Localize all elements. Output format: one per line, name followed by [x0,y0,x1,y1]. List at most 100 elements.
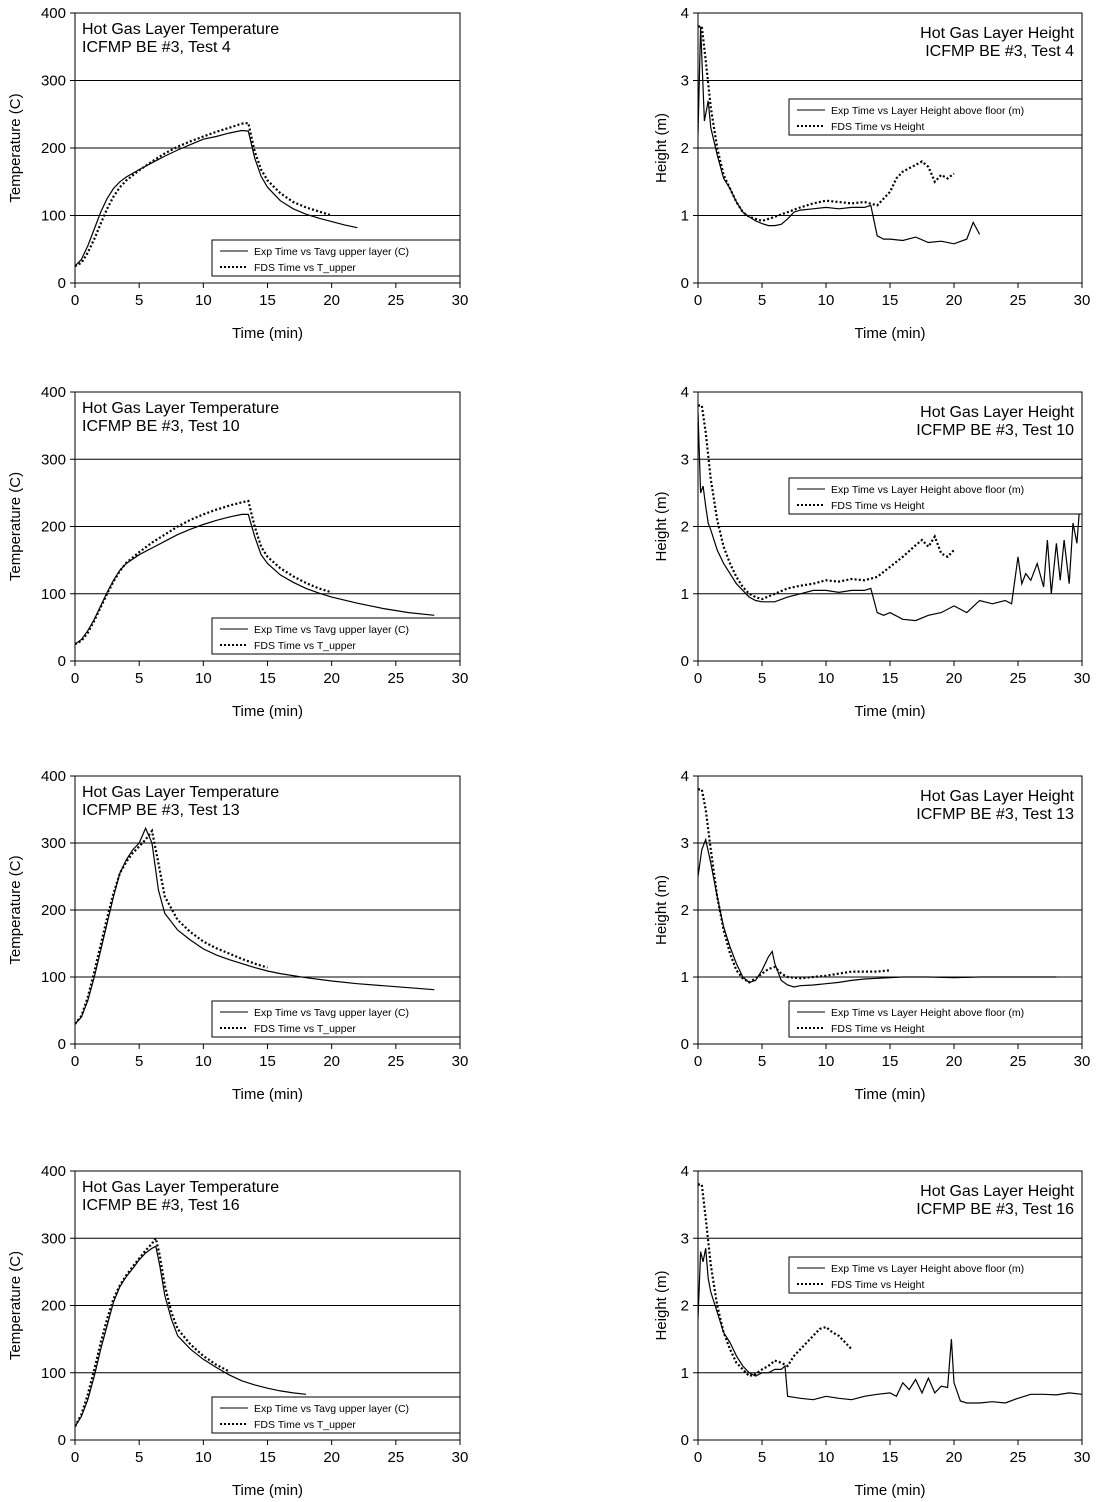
legend: Exp Time vs Layer Height above floor (m)… [788,1000,1083,1038]
x-tick-label: 15 [882,292,899,309]
x-tick-label: 25 [387,292,404,309]
chart-title: Hot Gas Layer Temperature [82,21,279,38]
y-tick-label: 400 [41,5,66,22]
x-tick-label: 0 [694,670,702,687]
legend: Exp Time vs Tavg upper layer (C) FDS Time… [211,1000,461,1038]
y-axis-title: Height (m) [653,491,670,561]
x-tick-label: 0 [694,292,702,309]
legend-label: Exp Time vs Tavg upper layer (C) [254,246,409,258]
x-tick-label: 30 [452,292,469,309]
x-tick-label: 30 [452,670,469,687]
legend-label: FDS Time vs T_upper [254,262,356,274]
legend-label: Exp Time vs Layer Height above floor (m) [831,1263,1024,1275]
y-tick-label: 4 [681,384,689,401]
x-tick-label: 15 [882,670,899,687]
y-tick-label: 2 [681,1298,689,1315]
exp-series-line [75,513,435,645]
legend-box [788,1000,1083,1038]
x-tick-label: 20 [946,1449,963,1466]
y-tick-label: 200 [41,519,66,536]
y-tick-label: 0 [58,653,66,670]
x-tick-label: 5 [135,1053,143,1070]
y-tick-label: 200 [41,1298,66,1315]
x-tick-label: 15 [882,1449,899,1466]
x-tick-label: 30 [452,1053,469,1070]
x-tick-label: 15 [882,1053,899,1070]
x-tick-label: 15 [259,1053,276,1070]
y-tick-label: 4 [681,768,689,785]
x-tick-label: 25 [387,1449,404,1466]
y-tick-label: 3 [681,835,689,852]
y-tick-label: 400 [41,384,66,401]
chart-title: Hot Gas Layer Height [920,788,1074,805]
y-tick-label: 0 [58,1432,66,1449]
x-tick-label: 20 [946,670,963,687]
legend-label: FDS Time vs T_upper [254,640,356,652]
y-tick-label: 1 [681,586,689,603]
legend: Exp Time vs Layer Height above floor (m)… [788,1256,1083,1294]
fds-series-line [75,121,333,268]
chart-subtitle: ICFMP BE #3, Test 4 [82,39,231,56]
chart-subtitle: ICFMP BE #3, Test 10 [916,422,1074,439]
y-axis-title: Height (m) [653,1270,670,1340]
x-axis-title: Time (min) [854,1482,925,1499]
y-axis-title: Temperature (C) [7,93,24,202]
x-tick-label: 25 [1010,1053,1027,1070]
y-axis-title: Temperature (C) [7,1251,24,1360]
y-tick-label: 4 [681,1163,689,1180]
legend-label: FDS Time vs T_upper [254,1023,356,1035]
chart-subtitle: ICFMP BE #3, Test 13 [916,806,1074,823]
chart-title: Hot Gas Layer Temperature [82,400,279,417]
y-axis-title: Height (m) [653,113,670,183]
x-tick-label: 30 [1074,1449,1091,1466]
chart-panel-2: 0 1 2 3 4 0 5 10 15 20 25 30 Time (min) Height (m) Hot… [653,5,1090,342]
x-tick-label: 20 [323,292,340,309]
x-tick-label: 30 [452,1449,469,1466]
y-tick-label: 0 [681,275,689,292]
y-tick-label: 300 [41,451,66,468]
x-tick-label: 0 [71,292,79,309]
x-tick-label: 10 [818,670,835,687]
legend-box [211,1000,461,1038]
x-tick-label: 30 [1074,670,1091,687]
legend-label: FDS Time vs Height [831,121,924,133]
y-tick-label: 1 [681,208,689,225]
legend: Exp Time vs Tavg upper layer (C) FDS Time… [211,617,461,655]
x-tick-label: 5 [135,292,143,309]
chart-panel-4: 0 1 2 3 4 0 5 10 15 20 25 30 Time (min) Height (m) Hot… [653,384,1090,720]
y-tick-label: 0 [681,1432,689,1449]
x-tick-label: 10 [195,1449,212,1466]
legend-label: FDS Time vs Height [831,500,924,512]
legend-box [788,477,1083,515]
y-tick-label: 4 [681,5,689,22]
y-tick-label: 1 [681,969,689,986]
x-axis-title: Time (min) [854,325,925,342]
x-tick-label: 15 [259,670,276,687]
x-tick-label: 5 [758,670,766,687]
chart-title: Hot Gas Layer Height [920,404,1074,421]
y-tick-label: 200 [41,902,66,919]
y-tick-label: 2 [681,140,689,157]
legend-label: Exp Time vs Layer Height above floor (m) [831,1007,1024,1019]
chart-panel-3: 0 100 200 300 400 0 5 10 15 20 25 30 Time (min) Tempe… [7,384,468,720]
x-tick-label: 20 [323,1449,340,1466]
y-tick-label: 3 [681,73,689,90]
fds-series-line [698,1183,853,1378]
x-axis-title: Time (min) [854,703,925,720]
legend-box [788,1256,1083,1294]
legend: Exp Time vs Layer Height above floor (m)… [788,477,1083,515]
exp-series-line [75,826,435,1025]
chart-panel-8: 0 1 2 3 4 0 5 10 15 20 25 30 Time (min) Height (m) Hot… [653,1163,1090,1499]
legend-label: FDS Time vs T_upper [254,1419,356,1431]
x-tick-label: 5 [758,292,766,309]
x-tick-label: 0 [71,670,79,687]
y-tick-label: 100 [41,586,66,603]
x-tick-label: 5 [135,1449,143,1466]
x-tick-label: 25 [387,1053,404,1070]
x-axis-title: Time (min) [232,703,303,720]
y-tick-label: 300 [41,835,66,852]
x-tick-label: 20 [323,670,340,687]
y-tick-label: 3 [681,1230,689,1247]
y-axis-title: Temperature (C) [7,855,24,964]
